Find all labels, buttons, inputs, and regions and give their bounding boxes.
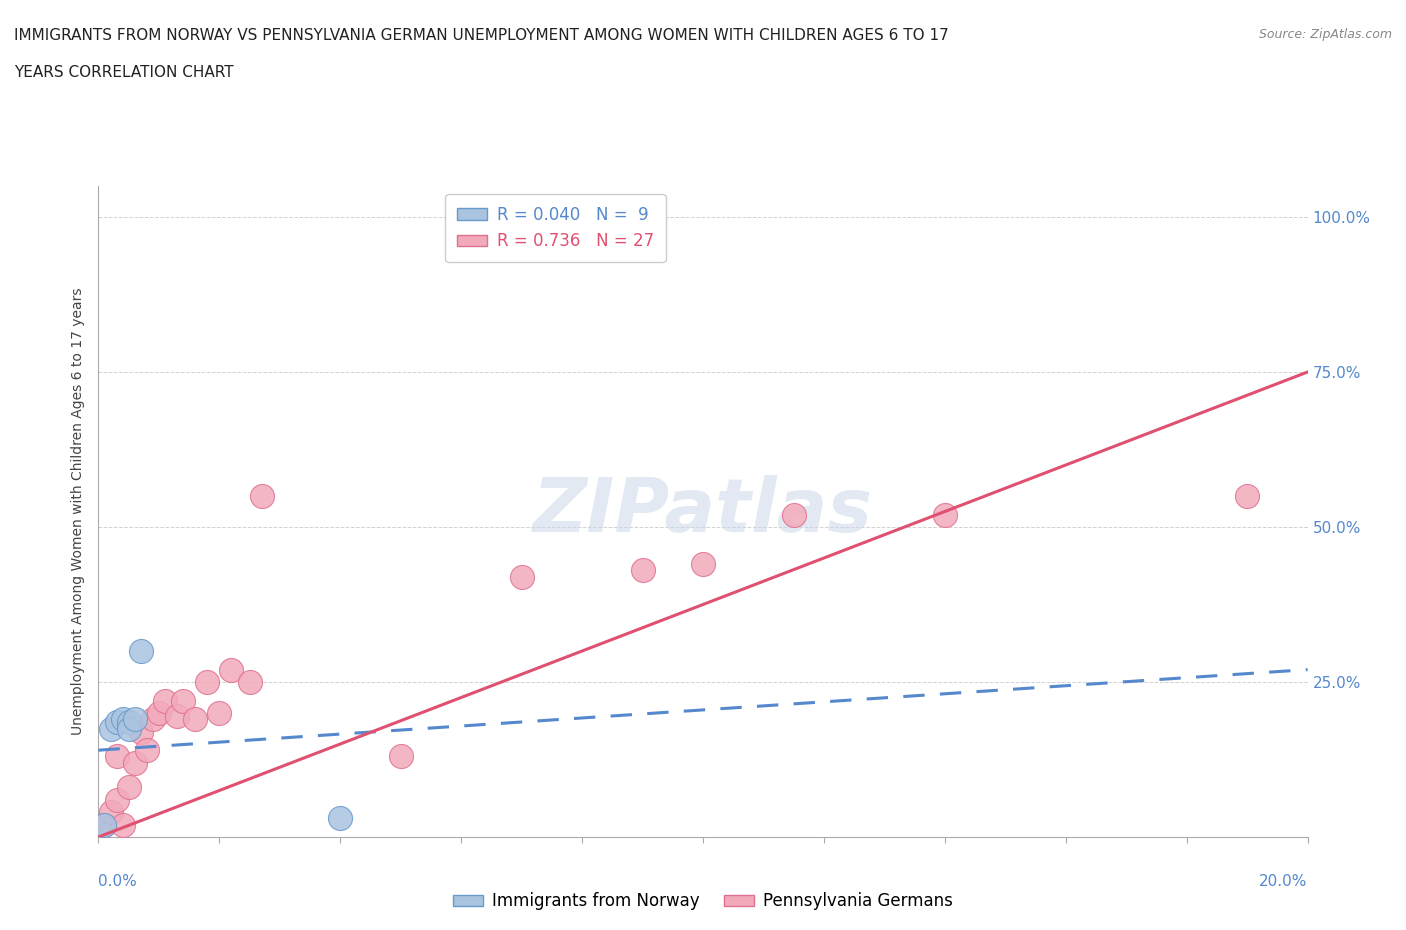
Text: Source: ZipAtlas.com: Source: ZipAtlas.com xyxy=(1258,28,1392,41)
Point xyxy=(166,709,188,724)
Point xyxy=(142,711,165,726)
Point xyxy=(105,715,128,730)
Point xyxy=(100,721,122,736)
Point xyxy=(934,507,956,522)
Point xyxy=(129,724,152,739)
Point xyxy=(148,706,170,721)
Point xyxy=(195,674,218,689)
Point xyxy=(118,780,141,795)
Legend: Immigrants from Norway, Pennsylvania Germans: Immigrants from Norway, Pennsylvania Ger… xyxy=(447,885,959,917)
Point xyxy=(129,644,152,658)
Point xyxy=(172,693,194,708)
Point xyxy=(329,811,352,826)
Point xyxy=(118,715,141,730)
Point xyxy=(208,706,231,721)
Point xyxy=(783,507,806,522)
Point xyxy=(105,792,128,807)
Point xyxy=(93,817,115,832)
Point xyxy=(135,743,157,758)
Legend: R = 0.040   N =  9, R = 0.736   N = 27: R = 0.040 N = 9, R = 0.736 N = 27 xyxy=(446,194,666,262)
Point xyxy=(250,488,273,503)
Point xyxy=(118,721,141,736)
Text: 0.0%: 0.0% xyxy=(98,874,138,889)
Point xyxy=(184,711,207,726)
Point xyxy=(692,557,714,572)
Y-axis label: Unemployment Among Women with Children Ages 6 to 17 years: Unemployment Among Women with Children A… xyxy=(72,287,86,736)
Point xyxy=(124,711,146,726)
Point xyxy=(93,817,115,832)
Point xyxy=(221,662,243,677)
Point xyxy=(389,749,412,764)
Point xyxy=(1236,488,1258,503)
Text: IMMIGRANTS FROM NORWAY VS PENNSYLVANIA GERMAN UNEMPLOYMENT AMONG WOMEN WITH CHIL: IMMIGRANTS FROM NORWAY VS PENNSYLVANIA G… xyxy=(14,28,949,43)
Point xyxy=(105,749,128,764)
Point xyxy=(239,674,262,689)
Point xyxy=(510,569,533,584)
Point xyxy=(153,693,176,708)
Text: ZIPatlas: ZIPatlas xyxy=(533,475,873,548)
Text: YEARS CORRELATION CHART: YEARS CORRELATION CHART xyxy=(14,65,233,80)
Point xyxy=(124,755,146,770)
Text: 20.0%: 20.0% xyxy=(1260,874,1308,889)
Point xyxy=(631,563,654,578)
Point xyxy=(111,711,134,726)
Point xyxy=(111,817,134,832)
Point xyxy=(100,804,122,819)
